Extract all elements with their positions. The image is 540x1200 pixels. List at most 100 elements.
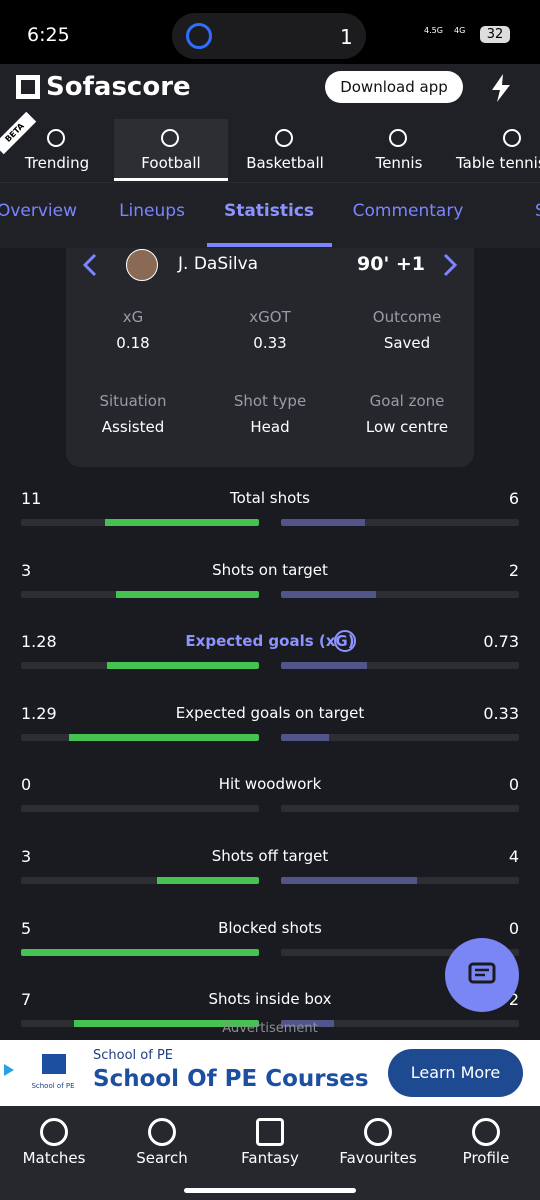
away-value: 0 [508,918,519,938]
home-bar [69,733,259,741]
away-bar [281,519,365,526]
nav-item[interactable]: Favourites [324,1106,432,1186]
logo: Sofascore [46,72,191,102]
player-avatar [126,249,158,281]
nav-label: Fantasy [241,1149,299,1167]
sport-tab[interactable]: Basketball [228,119,342,181]
tab-underline [207,243,332,247]
away-bar [281,662,368,670]
nav-item[interactable]: Fantasy [216,1106,324,1186]
home-value: 3 [21,560,32,580]
nav-icon [256,1118,284,1146]
away-bar [281,733,330,741]
home-bar [157,877,259,884]
field-value: 0.33 [253,334,287,352]
away-value: 6 [508,489,519,508]
field-value: Saved [383,334,431,352]
sport-tab[interactable]: Trending [0,119,114,181]
nav-item[interactable]: Matches [0,1106,108,1186]
broadcast-icon [186,23,212,49]
bottom-nav: Matches Search Fantasy Favourites Profile [0,1106,540,1200]
home-bar [116,590,259,598]
stat-name: Shots inside box [208,990,332,1009]
nav-label: Favourites [339,1149,417,1167]
home-bar [73,1020,259,1028]
sport-tab[interactable]: Tennis [342,119,456,181]
home-value: 1.29 [21,703,57,723]
match-tab[interactable]: Statistics [223,201,315,221]
away-track [281,733,519,741]
stat-name: Blocked shots [218,918,322,937]
away-track [281,590,519,598]
field-label: xG [122,308,144,326]
stat-name: Expected goals on target [175,703,365,722]
prev-arrow[interactable] [82,253,98,277]
shot-card [66,248,474,467]
home-track [21,1020,259,1028]
home-track [21,733,259,741]
ad-choices[interactable] [4,1064,14,1076]
away-value: 0.33 [483,703,519,723]
ad-headline: School Of PE Courses [93,1066,369,1092]
ad-brand: School of PE [93,1048,174,1063]
sport-tab[interactable]: Table tennis [456,119,540,181]
away-value: 4 [508,847,519,866]
match-tab[interactable]: Overview [0,201,78,221]
home-value: 11 [21,489,42,508]
match-tab[interactable]: Commentary [352,201,464,221]
away-track [281,805,519,813]
nav-item[interactable]: Search [108,1106,216,1186]
sport-icon [47,129,65,147]
away-bar [281,877,417,884]
away-track [281,948,519,956]
match-tab[interactable]: Lineups [119,201,185,221]
away-track [281,662,519,670]
home-track [21,519,259,526]
home-bar [105,519,259,526]
sport-icon [161,129,179,147]
ad-logo-text: School of PE [31,1082,75,1090]
nav-icon [148,1118,176,1146]
nav-label: Matches [22,1149,86,1167]
match-tabs: Overview Lineups Statistics Commentary Stand… [0,182,540,249]
field-value: 0.18 [116,334,150,352]
field-label: Situation [99,392,167,410]
field-value: Head [250,418,290,436]
nav-item[interactable]: Profile [432,1106,540,1186]
home-value: 5 [21,918,32,938]
home-bar [107,662,259,670]
ad-logo [42,1054,66,1074]
home-track [21,590,259,598]
home-track [21,805,259,813]
field-label: Goal zone [369,392,445,410]
away-track [281,877,519,884]
stat-name: Total shots [230,489,310,507]
indicator: 1 [340,25,353,49]
chat-button[interactable] [445,938,519,1012]
nav-icon [40,1118,68,1146]
away-bar [281,1020,334,1028]
battery: 32 [480,26,510,43]
sport-label: Table tennis [456,154,540,172]
download-button[interactable]: Download app [325,71,463,103]
clock: 6:25 [27,24,70,46]
ad-button[interactable]: Learn More [388,1049,523,1097]
info-icon[interactable] [334,630,356,653]
next-arrow[interactable] [442,253,458,277]
match-tab[interactable]: Standings [535,201,540,221]
advertisement[interactable]: School of PE School of PE School Of PE C… [0,1040,540,1106]
network: 4.5G [424,26,443,35]
nav-icon [472,1118,500,1146]
sport-icon [389,129,407,147]
away-bar [281,590,377,598]
sport-icon [503,129,521,147]
flash-icon[interactable] [490,74,512,102]
field-label: Outcome [372,308,442,326]
home-track [21,948,259,956]
away-value: 0.73 [483,632,519,652]
nav-label: Profile [462,1149,510,1167]
home-track [21,662,259,670]
sport-tab[interactable]: Football [114,119,228,181]
sport-label: Football [141,154,201,172]
